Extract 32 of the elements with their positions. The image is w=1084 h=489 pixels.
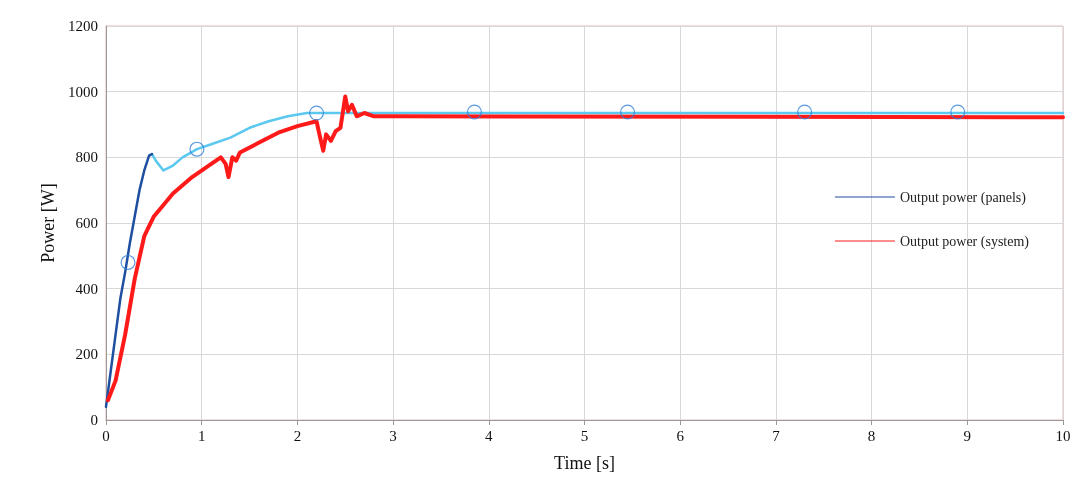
point [120, 254, 136, 270]
y-tick-label: 600 [75, 215, 98, 231]
x-tick-label: 4 [485, 427, 494, 444]
line-series [150, 111, 1065, 172]
x-tick-label: 2 [293, 427, 302, 444]
x-tick-label: 8 [867, 427, 876, 444]
point [466, 104, 482, 120]
x-tick-label: 10 [1055, 427, 1071, 444]
x-tick-label: 0 [102, 427, 110, 444]
line-series [105, 94, 1065, 403]
y-tick-label: 400 [75, 280, 98, 297]
y-tick-label: 200 [75, 346, 98, 363]
y-tick-label: 0 [90, 412, 98, 428]
x-tick-label: 9 [963, 427, 972, 444]
y-tick-label: 800 [75, 149, 98, 166]
point [620, 104, 636, 120]
line-series [104, 152, 154, 409]
x-tick-label: 5 [580, 427, 589, 444]
legend-label: Output power (system) [899, 233, 1030, 250]
y-axis-title: Power [W] [38, 183, 59, 263]
point [950, 104, 966, 120]
x-axis-title: Time [s] [554, 453, 615, 473]
x-tick-label: 7 [772, 427, 781, 444]
x-tick-label: 3 [389, 427, 397, 444]
x-tick-label: 6 [676, 427, 685, 444]
point [797, 104, 813, 120]
point [309, 105, 325, 121]
legend-label: Output power (panels) [899, 189, 1027, 206]
y-tick-label: 1000 [68, 83, 98, 100]
x-tick-label: 1 [197, 427, 206, 444]
y-tick-label: 1200 [68, 18, 98, 34]
point [189, 141, 205, 157]
